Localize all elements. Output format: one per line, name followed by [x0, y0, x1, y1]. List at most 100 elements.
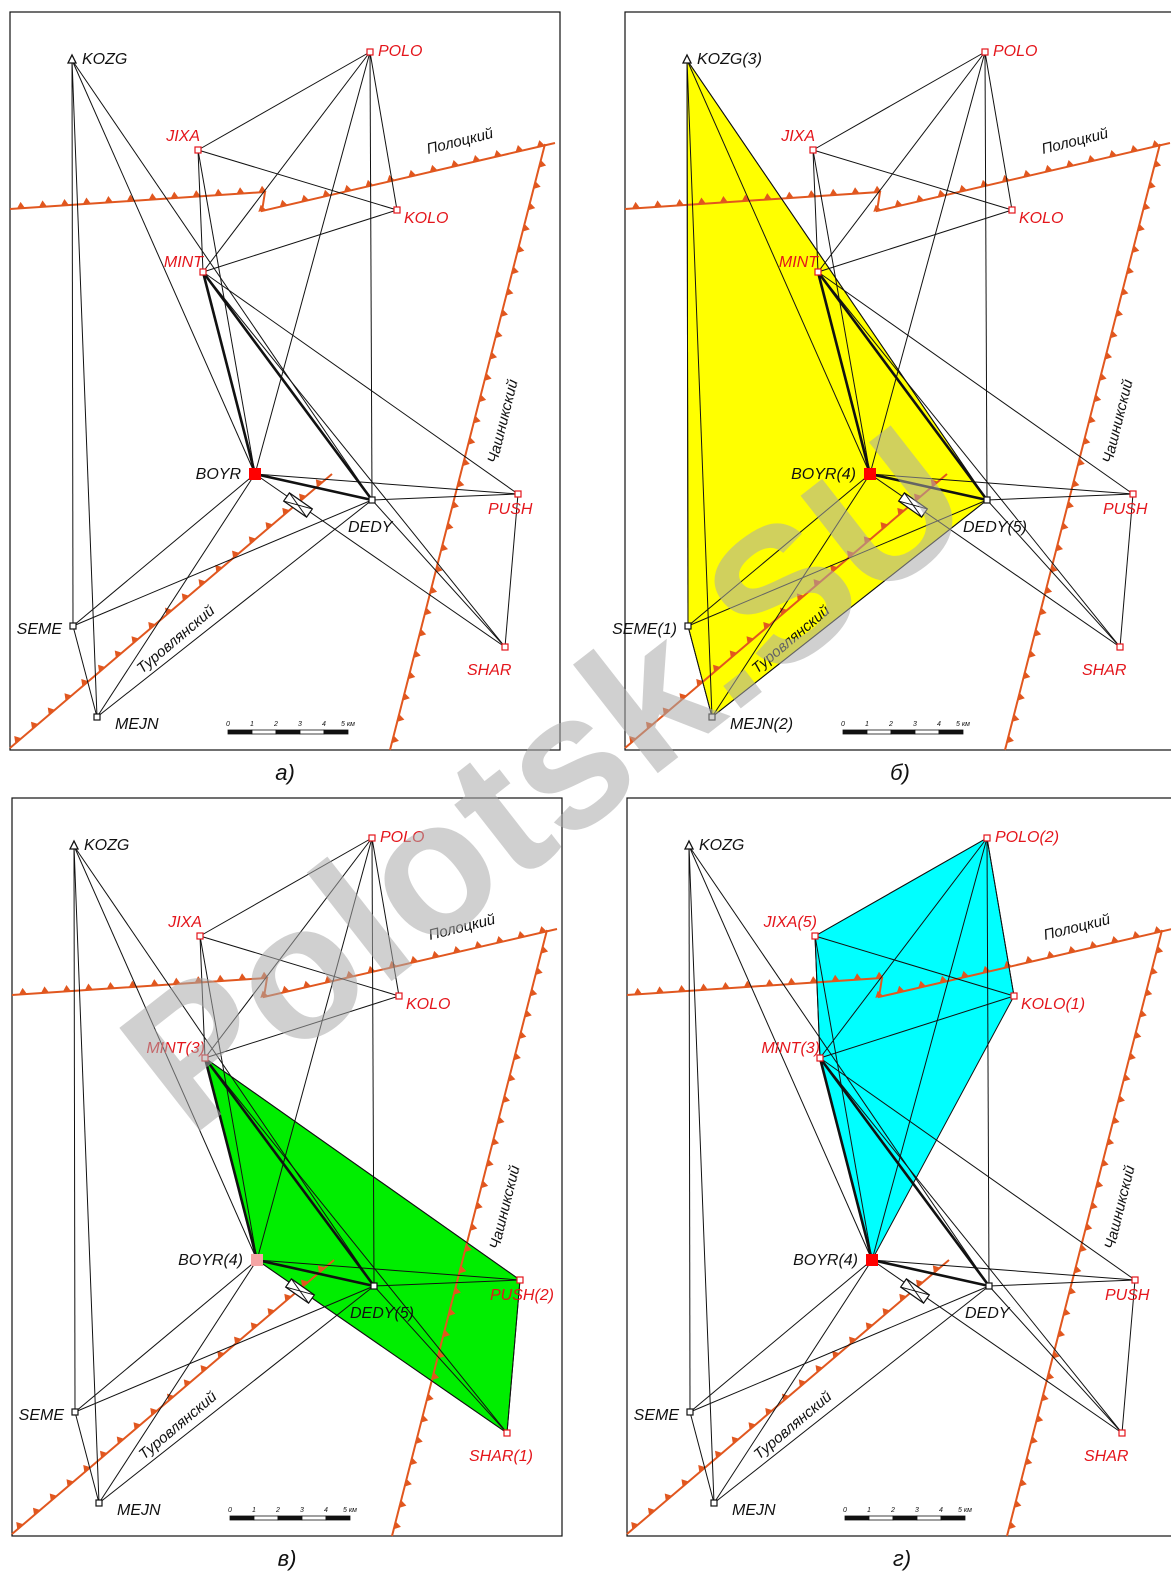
fault-tick — [64, 693, 72, 701]
station-kolo-label: KOLO(1) — [1021, 996, 1085, 1013]
scale-segment — [916, 1515, 942, 1521]
baseline-mint-dedy — [818, 1057, 991, 1287]
fault-polotsky-line — [11, 928, 558, 999]
fault-tick — [697, 197, 706, 205]
baseline-kozg-mejn — [686, 59, 713, 718]
fault-turovlyansky-line — [11, 1259, 335, 1535]
station-kozg-label: KOZG — [84, 837, 129, 854]
baseline-kozg-seme — [73, 845, 76, 1413]
scale-tick-label: 0 — [843, 1507, 847, 1514]
fault-tick — [148, 621, 156, 630]
fault-tick — [1155, 945, 1164, 954]
baseline-seme-mejn — [72, 625, 98, 718]
baseline-dedy-seme — [72, 499, 373, 627]
fault-tick — [1106, 1137, 1115, 1146]
station-dedy-label: DEDY(5) — [963, 519, 1027, 536]
baseline-jixa-kolo — [199, 935, 400, 997]
fault-tick — [464, 1244, 472, 1253]
station-boyr-label: BOYR(4) — [178, 1252, 243, 1269]
fault-tick — [916, 194, 924, 202]
bridge-symbol — [282, 492, 314, 518]
fault-tick — [303, 980, 311, 988]
baseline-polo-jixa — [197, 51, 371, 151]
scale-tick-label: 4 — [322, 721, 326, 728]
fault-tick — [847, 550, 855, 559]
baseline-kozg-seme — [688, 845, 691, 1413]
fault-tick — [82, 197, 91, 205]
baseline-boyr-seme — [689, 1259, 873, 1413]
fault-tick — [1143, 202, 1151, 211]
fault-tick — [540, 945, 549, 954]
fault-tick — [1121, 287, 1129, 296]
fault-tick — [114, 650, 122, 658]
fault-tick — [491, 1137, 500, 1146]
fault-tick — [1033, 628, 1042, 637]
fault-tick — [1028, 650, 1036, 658]
fault-tick — [415, 1436, 423, 1444]
fault-tick — [1012, 714, 1020, 722]
baseline-polo-kolo — [986, 837, 1015, 997]
fault-tick — [1055, 543, 1063, 552]
scale-segment — [940, 1515, 966, 1521]
baseline-kozg-seme — [686, 59, 689, 627]
fault-tick — [1023, 671, 1031, 680]
baseline-boyr-mejn — [96, 473, 256, 718]
fault-tick — [746, 636, 754, 644]
fault-tick — [522, 223, 530, 232]
fault-tick — [1050, 564, 1058, 573]
baseline-polo-boyr — [254, 51, 371, 475]
station-jixa-marker — [809, 146, 817, 154]
fault-tick — [763, 621, 771, 630]
fault-tick — [317, 1265, 326, 1273]
station-mejn-marker — [708, 713, 716, 721]
baseline-dedy-seme — [689, 1285, 990, 1413]
station-mint-label: MINT(3) — [146, 1040, 205, 1057]
scale-segment — [323, 729, 349, 735]
fault-tick — [1066, 501, 1074, 509]
baseline-polo-mint — [202, 51, 371, 273]
fault-tick — [404, 1478, 412, 1487]
fault-tick — [506, 287, 514, 296]
scale-segment — [299, 729, 325, 735]
fault-tick — [47, 707, 55, 715]
fault-tick — [1130, 145, 1139, 153]
scale-bar: 0 1 2 3 4 5 км — [841, 721, 970, 735]
station-kozg-marker — [68, 839, 80, 850]
fault-tick — [1153, 159, 1162, 168]
fault-tick — [1052, 1350, 1060, 1359]
fault-tick — [1085, 1223, 1093, 1231]
fault-tick — [731, 1436, 739, 1444]
station-boyr-label: BOYR — [196, 466, 242, 483]
fault-tick — [459, 1265, 467, 1274]
bridge-symbol — [284, 1278, 316, 1304]
fault-tick — [1139, 1009, 1147, 1018]
fault-tick — [429, 586, 438, 595]
fault-tick — [60, 198, 69, 206]
fault-tick — [937, 189, 946, 197]
fault-tick — [533, 181, 541, 190]
fault-tick — [496, 936, 504, 944]
station-dedy-marker — [985, 1282, 993, 1290]
scale-tick-label: 5 км — [956, 721, 970, 728]
fault-tick — [832, 1350, 840, 1359]
fault-tick — [408, 169, 417, 178]
fault-tick — [679, 693, 687, 701]
station-push-marker — [1129, 490, 1137, 498]
bridge-symbol — [899, 1278, 931, 1304]
scale-tick-label: 3 — [298, 721, 302, 728]
baseline-mint-boyr — [203, 1057, 259, 1261]
fault-tick — [30, 721, 39, 730]
baseline-kozg-seme — [71, 59, 74, 627]
scale-segment — [842, 729, 868, 735]
fault-tick — [462, 458, 470, 467]
station-jixa-label: JIXA(5) — [763, 914, 817, 931]
fault-tick — [393, 1521, 401, 1530]
baseline-mint-shar — [202, 271, 506, 648]
baseline-seme-mejn — [689, 1411, 715, 1504]
fault-tick — [831, 974, 840, 982]
station-seme-marker — [69, 622, 77, 630]
scale-tick-label: 2 — [273, 721, 278, 728]
fault-tick — [324, 975, 333, 983]
fault-tick — [410, 955, 419, 964]
baseline-jixa-kolo — [197, 149, 398, 211]
